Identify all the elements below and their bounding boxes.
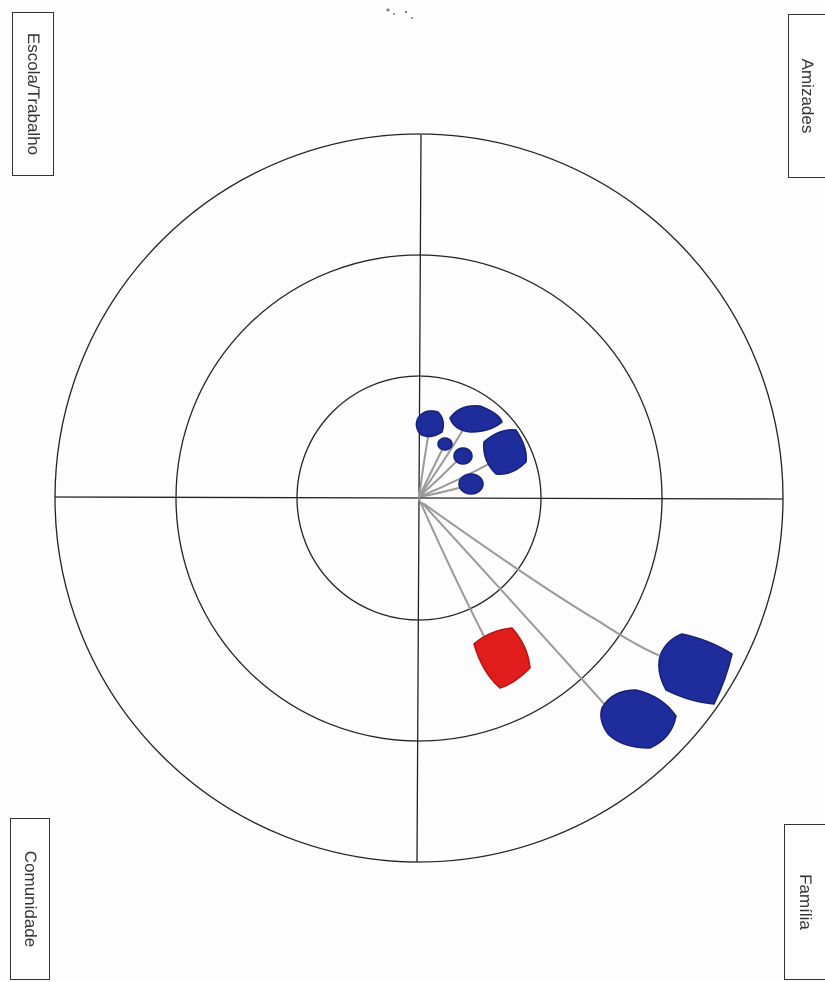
marker-blue-8 xyxy=(600,689,677,749)
connector-familia-2 xyxy=(421,502,607,707)
connector-lines xyxy=(418,423,659,707)
connector-amizades-3 xyxy=(418,427,465,498)
markers-familia xyxy=(600,633,733,749)
connector-familia-red xyxy=(418,498,489,645)
marker-blue-4 xyxy=(453,447,473,465)
quadrant-label-box-escola-trabalho: Escola/Trabalho xyxy=(12,12,54,176)
middle-circle xyxy=(175,254,663,742)
marker-blue-3 xyxy=(449,405,503,433)
connector-amizades-5 xyxy=(418,459,497,498)
marker-blue-2 xyxy=(437,437,453,451)
marker-blue-1 xyxy=(415,410,445,438)
markers-amizades xyxy=(415,405,528,495)
marker-red xyxy=(473,627,531,689)
connector-amizades-4 xyxy=(418,457,461,498)
marker-blue-6 xyxy=(458,473,484,495)
quadrant-label-box-familia: Família xyxy=(784,824,825,980)
connector-familia-3 xyxy=(423,503,659,656)
quadrant-label-box-comunidade: Comunidade xyxy=(10,818,50,980)
marker-blue-5 xyxy=(483,429,528,475)
quadrant-label-box-amizades: Amizades xyxy=(788,14,825,178)
marker-blue-7 xyxy=(658,633,733,705)
outer-circle xyxy=(54,133,784,863)
ink-speck xyxy=(386,8,413,19)
